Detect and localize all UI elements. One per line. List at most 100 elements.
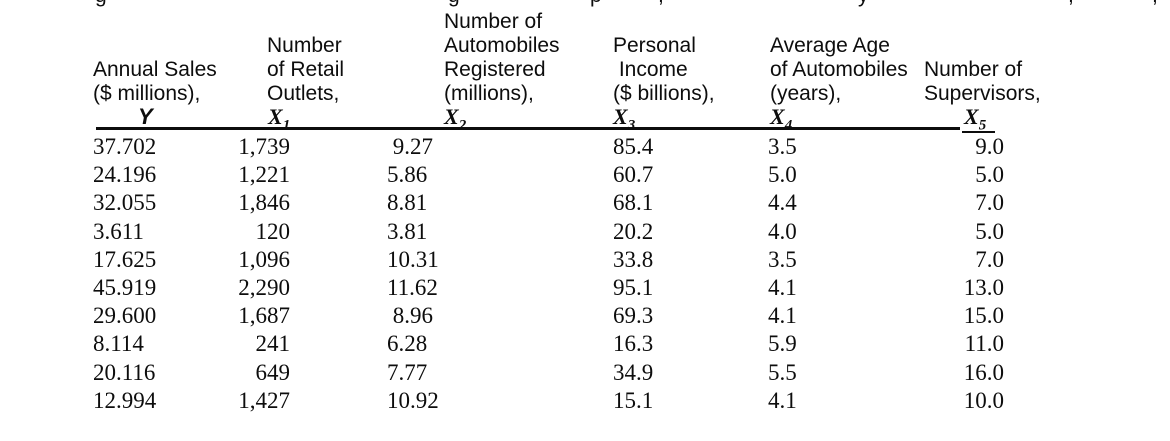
table-cell: 1,846 xyxy=(238,190,290,216)
header-col5-line1: Average Age xyxy=(770,34,890,57)
table-cell: 6.28 xyxy=(387,331,428,357)
text-fragment: g xyxy=(95,0,107,6)
table-row: 17.625 1,096 10.31 33.8 3.5 7.0 xyxy=(0,246,1170,274)
table-cell: 1,221 xyxy=(238,162,290,188)
table-cell: 1,739 xyxy=(238,134,290,159)
table-cell: 1,427 xyxy=(238,387,290,413)
table-cell: 7.77 xyxy=(387,359,428,385)
table-cell: 7.0 xyxy=(975,190,1004,216)
table-row: 37.702 1,739 9.27 85.4 3.5 9.0 xyxy=(0,133,1170,161)
table-row: 32.055 1,846 8.81 68.1 4.4 7.0 xyxy=(0,189,1170,217)
header-col5-line3: (years), xyxy=(770,82,842,105)
header-col3-line4: (millions), xyxy=(444,82,534,105)
table-cell: 5.9 xyxy=(768,331,797,357)
text-fragment: y xyxy=(858,0,869,6)
header-col2-line1: Number xyxy=(267,34,342,57)
table-cell: 4.4 xyxy=(768,190,797,216)
text-fragment: p xyxy=(590,0,602,6)
table-cell: 9.27 xyxy=(387,134,433,159)
table-cell: 1,096 xyxy=(238,246,290,272)
text-fragment: , xyxy=(1152,0,1158,6)
var-label-x3: X3 xyxy=(613,104,636,134)
x5-underline xyxy=(962,131,995,133)
table-cell: 60.7 xyxy=(613,162,654,188)
header-col1-line2: ($ millions), xyxy=(93,82,201,105)
table-cell: 15.1 xyxy=(613,387,654,413)
table-row: 12.994 1,427 10.92 15.1 4.1 10.0 xyxy=(0,387,1170,415)
table-cell: 32.055 xyxy=(93,190,157,216)
table-cell: 45.919 xyxy=(93,275,157,300)
cropped-text-line: g g p, y,, xyxy=(0,0,1170,8)
table-cell: 15.0 xyxy=(963,303,1004,329)
table-cell: 5.86 xyxy=(387,162,428,188)
header-col3-line1: Number of xyxy=(444,10,543,33)
table-cell: 5.0 xyxy=(768,162,797,188)
header-col4-line2: Income xyxy=(613,58,688,81)
header-col3-line2: Automobiles xyxy=(444,34,560,57)
table-cell: 7.0 xyxy=(975,246,1004,272)
table-cell: 37.702 xyxy=(93,134,157,159)
table-row: 8.114 241 6.28 16.3 5.9 11.0 xyxy=(0,330,1170,358)
table-cell: 17.625 xyxy=(93,246,157,272)
header-col1-line1: Annual Sales xyxy=(93,58,217,81)
table-cell: 20.116 xyxy=(93,359,156,385)
table-cell: 95.1 xyxy=(613,275,654,300)
table-cell: 10.31 xyxy=(387,246,439,272)
table-row: 45.919 2,290 11.62 95.1 4.1 13.0 xyxy=(0,274,1170,302)
text-fragment: , xyxy=(658,0,664,6)
var-label-x4: X4 xyxy=(770,104,793,134)
header-rule xyxy=(96,127,960,130)
table-cell: 11.62 xyxy=(387,275,438,300)
table-cell: 9.0 xyxy=(975,134,1004,159)
table-cell: 12.994 xyxy=(93,387,157,413)
table-cell: 20.2 xyxy=(613,218,654,244)
table-cell: 5.0 xyxy=(975,218,1004,244)
header-col3-line3: Registered xyxy=(444,58,546,81)
text-fragment: g xyxy=(448,0,460,6)
table-cell: 5.0 xyxy=(975,162,1004,188)
table-cell: 16.3 xyxy=(613,331,654,357)
header-col5-line2: of Automobiles xyxy=(770,58,908,81)
table-cell: 10.0 xyxy=(963,387,1004,413)
table-cell: 8.81 xyxy=(387,190,428,216)
table-cell: 3.611 xyxy=(93,218,144,244)
table-cell: 4.1 xyxy=(768,387,797,413)
header-col6-line2: Supervisors, xyxy=(924,82,1041,105)
table-cell: 3.81 xyxy=(387,218,428,244)
table-cell: 24.196 xyxy=(93,162,157,188)
header-col4-line1: Personal xyxy=(613,34,696,57)
table-cell: 120 xyxy=(255,218,291,244)
table-cell: 4.0 xyxy=(768,218,797,244)
table-cell: 85.4 xyxy=(613,134,654,159)
table-cell: 5.5 xyxy=(768,359,797,385)
var-label-x1: X1 xyxy=(268,104,291,134)
table-cell: 3.5 xyxy=(768,246,797,272)
table-cell: 34.9 xyxy=(613,359,654,385)
table-cell: 16.0 xyxy=(963,359,1004,385)
table-cell: 29.600 xyxy=(93,303,157,329)
var-label-x2: X2 xyxy=(444,104,467,134)
table-cell: 4.1 xyxy=(768,303,797,329)
var-label-y: Y xyxy=(138,104,153,129)
table-cell: 13.0 xyxy=(963,275,1004,300)
table-cell: 69.3 xyxy=(613,303,654,329)
table-cell: 33.8 xyxy=(613,246,654,272)
table-cell: 11.0 xyxy=(964,331,1004,357)
table-row: 20.116 649 7.77 34.9 5.5 16.0 xyxy=(0,359,1170,387)
var-label-x5: X5 xyxy=(964,104,987,134)
table-cell: 68.1 xyxy=(613,190,654,216)
table-cell: 8.96 xyxy=(387,303,433,329)
header-col2-line2: of Retail xyxy=(267,58,345,81)
header-col2-line3: Outlets, xyxy=(267,82,340,105)
table-cell: 1,687 xyxy=(238,303,290,329)
header-col6-line1: Number of xyxy=(924,58,1023,81)
table-cell: 4.1 xyxy=(768,275,797,300)
table-cell: 10.92 xyxy=(387,387,439,413)
table-cell: 2,290 xyxy=(238,275,290,300)
table-cell: 241 xyxy=(255,331,291,357)
header-col4-line3: ($ billions), xyxy=(613,82,715,105)
text-fragment: , xyxy=(1068,0,1074,6)
table-row: 24.196 1,221 5.86 60.7 5.0 5.0 xyxy=(0,161,1170,189)
